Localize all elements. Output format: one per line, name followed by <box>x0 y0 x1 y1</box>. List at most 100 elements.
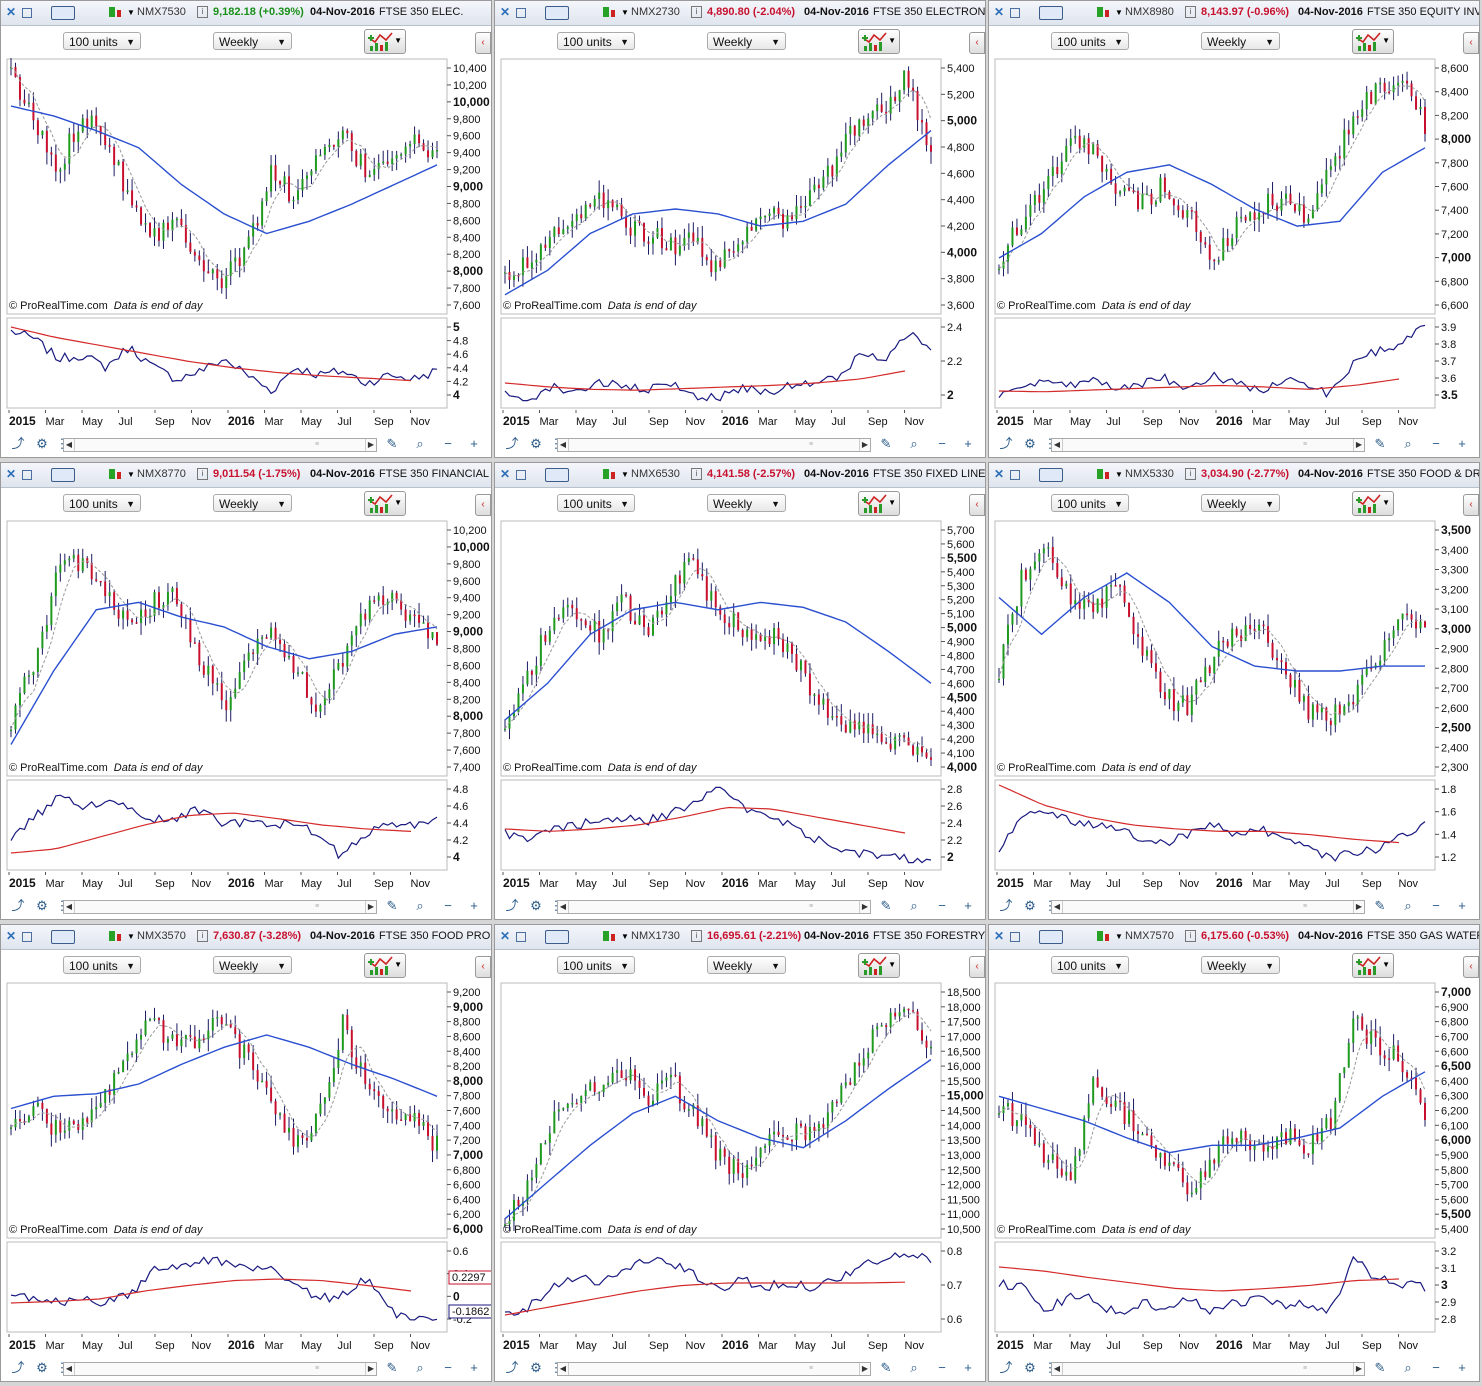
maximize-icon[interactable] <box>1010 470 1020 480</box>
settings-icon[interactable]: ⚙ <box>36 436 48 451</box>
settings-icon[interactable]: ⚙ <box>1024 436 1036 451</box>
close-icon[interactable]: ✕ <box>994 5 1005 19</box>
candlestick-icon[interactable] <box>603 7 609 17</box>
indicator-chart[interactable]: 54.84.64.44.24 <box>1 317 492 409</box>
horizontal-scrollbar[interactable]: ◀ ≡ ▶ <box>63 1362 377 1376</box>
indicator-chart[interactable]: 0.60.40-0.20.2297-0.1862 <box>1 1241 492 1333</box>
keyboard-icon[interactable] <box>545 930 569 944</box>
export-icon[interactable]: ⤴ <box>505 898 519 913</box>
horizontal-scrollbar[interactable]: ◀ ≡ ▶ <box>557 900 871 914</box>
info-icon[interactable]: i <box>691 6 702 18</box>
export-icon[interactable]: ⤴ <box>999 436 1013 451</box>
horizontal-scrollbar[interactable]: ◀ ≡ ▶ <box>557 438 871 452</box>
drawing-tools-icon[interactable]: ✎ <box>880 436 892 451</box>
keyboard-icon[interactable] <box>1039 468 1063 482</box>
chevron-down-icon[interactable]: ▼ <box>127 8 135 17</box>
settings-icon[interactable]: ⚙ <box>530 1360 542 1375</box>
close-icon[interactable]: ✕ <box>6 929 17 943</box>
close-icon[interactable]: ✕ <box>500 929 511 943</box>
export-icon[interactable]: ⤴ <box>11 898 25 913</box>
units-select[interactable]: 100 units ▼ <box>63 956 141 974</box>
indicators-button[interactable]: ▼ <box>858 491 900 516</box>
indicators-button[interactable]: ▼ <box>1352 953 1394 978</box>
candlestick-icon[interactable] <box>1097 7 1103 17</box>
indicators-button[interactable]: ▼ <box>1352 491 1394 516</box>
zoom-out-icon[interactable]: − <box>444 898 452 913</box>
scroll-left-icon[interactable]: ◀ <box>1052 1363 1063 1375</box>
units-select[interactable]: 100 units ▼ <box>557 32 635 50</box>
units-select[interactable]: 100 units ▼ <box>557 494 635 512</box>
candlestick-icon[interactable] <box>109 469 115 479</box>
zoom-out-icon[interactable]: − <box>938 898 946 913</box>
close-icon[interactable]: ✕ <box>500 5 511 19</box>
keyboard-icon[interactable] <box>1039 930 1063 944</box>
units-select[interactable]: 100 units ▼ <box>1051 494 1129 512</box>
chevron-down-icon[interactable]: ▼ <box>127 470 135 479</box>
indicator-chart[interactable]: 4.84.64.44.24 <box>1 779 492 871</box>
zoom-out-icon[interactable]: − <box>938 436 946 451</box>
chevron-down-icon[interactable]: ▼ <box>1115 470 1123 479</box>
close-icon[interactable]: ✕ <box>6 5 17 19</box>
indicators-button[interactable]: ▼ <box>364 491 406 516</box>
candlestick-icon[interactable] <box>109 931 115 941</box>
price-chart[interactable]: 7,0006,9006,8006,7006,6006,5006,4006,300… <box>989 982 1480 1239</box>
side-panel-toggle[interactable]: ‹ <box>969 494 985 516</box>
zoom-out-icon[interactable]: − <box>444 436 452 451</box>
drawing-tools-icon[interactable]: ✎ <box>386 1360 398 1375</box>
drawing-tools-icon[interactable]: ✎ <box>386 436 398 451</box>
period-select[interactable]: Weekly ▼ <box>1201 32 1280 50</box>
zoom-in-icon[interactable]: + <box>1458 898 1466 913</box>
indicators-button[interactable]: ▼ <box>858 29 900 54</box>
scroll-right-icon[interactable]: ▶ <box>859 901 870 913</box>
period-select[interactable]: Weekly ▼ <box>213 494 292 512</box>
scroll-left-icon[interactable]: ◀ <box>1052 901 1063 913</box>
zoom-in-icon[interactable]: + <box>964 1360 972 1375</box>
scroll-right-icon[interactable]: ▶ <box>1353 439 1364 451</box>
scroll-thumb[interactable]: ≡ <box>314 1365 320 1372</box>
candlestick-icon[interactable] <box>1097 469 1103 479</box>
keyboard-icon[interactable] <box>51 930 75 944</box>
info-icon[interactable]: i <box>691 930 702 942</box>
chevron-down-icon[interactable]: ▼ <box>1115 8 1123 17</box>
scroll-right-icon[interactable]: ▶ <box>365 901 376 913</box>
zoom-out-icon[interactable]: − <box>1432 898 1440 913</box>
export-icon[interactable]: ⤴ <box>999 898 1013 913</box>
info-icon[interactable]: i <box>197 930 208 942</box>
side-panel-toggle[interactable]: ‹ <box>1463 494 1479 516</box>
close-icon[interactable]: ✕ <box>6 467 17 481</box>
zoom-out-icon[interactable]: − <box>1432 436 1440 451</box>
zoom-in-icon[interactable]: + <box>470 1360 478 1375</box>
maximize-icon[interactable] <box>22 8 32 18</box>
indicator-chart[interactable]: 3.23.132.92.8 <box>989 1241 1480 1333</box>
zoom-out-icon[interactable]: − <box>938 1360 946 1375</box>
info-icon[interactable]: i <box>197 6 208 18</box>
indicator-chart[interactable]: 2.82.62.42.22 <box>495 779 986 871</box>
drawing-tools-icon[interactable]: ✎ <box>880 898 892 913</box>
scroll-right-icon[interactable]: ▶ <box>365 1363 376 1375</box>
scroll-right-icon[interactable]: ▶ <box>365 439 376 451</box>
maximize-icon[interactable] <box>516 470 526 480</box>
info-icon[interactable]: i <box>1185 468 1196 480</box>
candlestick-icon[interactable] <box>603 931 609 941</box>
side-panel-toggle[interactable]: ‹ <box>475 494 491 516</box>
zoom-in-icon[interactable]: + <box>1458 1360 1466 1375</box>
side-panel-toggle[interactable]: ‹ <box>475 32 491 54</box>
keyboard-icon[interactable] <box>545 6 569 20</box>
zoom-fit-icon[interactable]: ⌕ <box>1404 1360 1412 1375</box>
scroll-left-icon[interactable]: ◀ <box>1052 439 1063 451</box>
scroll-thumb[interactable]: ≡ <box>808 903 814 910</box>
scroll-thumb[interactable]: ≡ <box>1302 1365 1308 1372</box>
drawing-tools-icon[interactable]: ✎ <box>1374 1360 1386 1375</box>
maximize-icon[interactable] <box>22 932 32 942</box>
scroll-left-icon[interactable]: ◀ <box>64 439 75 451</box>
close-icon[interactable]: ✕ <box>500 467 511 481</box>
maximize-icon[interactable] <box>516 8 526 18</box>
zoom-fit-icon[interactable]: ⌕ <box>1404 436 1412 451</box>
info-icon[interactable]: i <box>197 468 208 480</box>
zoom-fit-icon[interactable]: ⌕ <box>910 898 918 913</box>
zoom-fit-icon[interactable]: ⌕ <box>416 898 424 913</box>
drawing-tools-icon[interactable]: ✎ <box>1374 436 1386 451</box>
zoom-in-icon[interactable]: + <box>470 436 478 451</box>
indicator-chart[interactable]: 0.80.70.6 <box>495 1241 986 1333</box>
scroll-thumb[interactable]: ≡ <box>808 441 814 448</box>
